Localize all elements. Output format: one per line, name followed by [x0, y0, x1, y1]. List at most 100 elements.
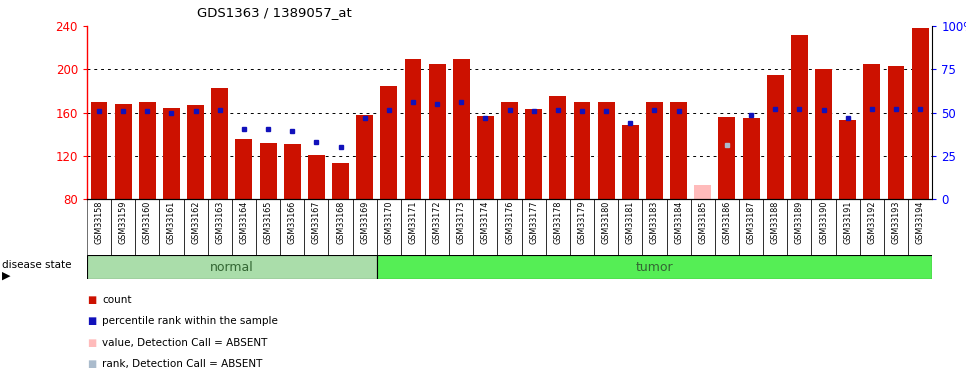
Bar [236, 140, 252, 199]
Bar [477, 116, 494, 199]
Text: disease state: disease state [2, 260, 71, 270]
Bar [884, 199, 908, 255]
Bar [815, 69, 832, 199]
Text: GSM33169: GSM33169 [360, 201, 369, 244]
Bar [860, 199, 884, 255]
Text: ■: ■ [87, 359, 97, 369]
Bar [115, 104, 131, 199]
Bar [232, 199, 256, 255]
Text: GSM33185: GSM33185 [698, 201, 707, 244]
Bar [304, 199, 328, 255]
Bar [473, 199, 497, 255]
Text: GSM33164: GSM33164 [240, 201, 248, 244]
Bar [739, 199, 763, 255]
Text: ■: ■ [87, 316, 97, 326]
Bar [715, 199, 739, 255]
Text: GSM33181: GSM33181 [626, 201, 635, 244]
Text: GSM33194: GSM33194 [916, 201, 924, 244]
Bar [260, 143, 276, 199]
Text: percentile rank within the sample: percentile rank within the sample [102, 316, 278, 326]
Bar [618, 199, 642, 255]
Text: GSM33161: GSM33161 [167, 201, 176, 244]
Text: GSM33177: GSM33177 [529, 201, 538, 244]
Bar [598, 102, 614, 199]
Text: GSM33173: GSM33173 [457, 201, 466, 244]
Text: GSM33183: GSM33183 [650, 201, 659, 244]
Bar [767, 75, 783, 199]
Bar [691, 199, 715, 255]
Bar [811, 199, 836, 255]
Bar [526, 109, 542, 199]
Bar [719, 117, 735, 199]
Bar [356, 115, 373, 199]
Bar [328, 199, 353, 255]
Bar [787, 199, 811, 255]
Text: GSM33167: GSM33167 [312, 201, 321, 244]
Text: GSM33171: GSM33171 [409, 201, 417, 244]
Text: GSM33180: GSM33180 [602, 201, 611, 244]
Text: GSM33178: GSM33178 [554, 201, 562, 244]
Bar [453, 58, 469, 199]
Text: GSM33190: GSM33190 [819, 201, 828, 244]
Bar [622, 125, 639, 199]
Bar [570, 199, 594, 255]
Bar [646, 102, 663, 199]
Bar [908, 199, 932, 255]
Bar [353, 199, 377, 255]
Text: GSM33163: GSM33163 [215, 201, 224, 244]
Bar [594, 199, 618, 255]
Bar [667, 199, 691, 255]
Text: GSM33186: GSM33186 [723, 201, 731, 244]
Text: GSM33179: GSM33179 [578, 201, 586, 244]
Bar [695, 185, 711, 199]
Bar [184, 199, 208, 255]
Text: GSM33189: GSM33189 [795, 201, 804, 244]
Bar [888, 66, 904, 199]
Text: GSM33193: GSM33193 [892, 201, 900, 244]
Bar [91, 102, 107, 199]
Bar [912, 28, 928, 199]
Bar [139, 102, 156, 199]
Bar [642, 199, 667, 255]
Text: GSM33174: GSM33174 [481, 201, 490, 244]
Bar [839, 120, 856, 199]
Bar [377, 199, 401, 255]
Bar [208, 199, 232, 255]
Bar [836, 199, 860, 255]
Bar [574, 102, 590, 199]
Bar [377, 255, 932, 279]
Text: GSM33160: GSM33160 [143, 201, 152, 244]
Bar [449, 199, 473, 255]
Text: GSM33170: GSM33170 [384, 201, 393, 244]
Bar [284, 144, 300, 199]
Bar [280, 199, 304, 255]
Bar [256, 199, 280, 255]
Bar [425, 199, 449, 255]
Bar [405, 58, 421, 199]
Bar [550, 96, 566, 199]
Text: GSM33187: GSM33187 [747, 201, 755, 244]
Bar [522, 199, 546, 255]
Text: GSM33165: GSM33165 [264, 201, 272, 244]
Bar [763, 199, 787, 255]
Bar [381, 86, 397, 199]
Bar [87, 199, 111, 255]
Text: value, Detection Call = ABSENT: value, Detection Call = ABSENT [102, 338, 268, 348]
Text: tumor: tumor [636, 261, 673, 274]
Text: GSM33166: GSM33166 [288, 201, 297, 244]
Text: GSM33184: GSM33184 [674, 201, 683, 244]
Text: GSM33168: GSM33168 [336, 201, 345, 244]
Bar [332, 163, 349, 199]
Text: GSM33159: GSM33159 [119, 201, 128, 244]
Bar [864, 64, 880, 199]
Text: ■: ■ [87, 295, 97, 305]
Bar [429, 64, 445, 199]
Bar [111, 199, 135, 255]
Text: GSM33188: GSM33188 [771, 201, 780, 244]
Bar [546, 199, 570, 255]
Text: GSM33191: GSM33191 [843, 201, 852, 244]
Bar [670, 102, 687, 199]
Bar [401, 199, 425, 255]
Text: GSM33192: GSM33192 [867, 201, 876, 244]
Bar [497, 199, 522, 255]
